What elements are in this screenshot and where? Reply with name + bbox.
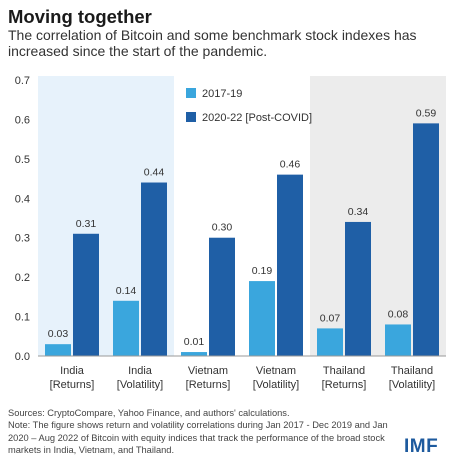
x-tick-label: India	[128, 365, 153, 377]
bar-2017-19	[181, 352, 207, 356]
bar-2017-19	[113, 300, 139, 356]
x-tick-label: Vietnam	[188, 365, 228, 377]
x-tick-label: Thailand	[391, 365, 433, 377]
imf-logo: IMF	[404, 436, 439, 457]
data-label: 0.03	[48, 328, 69, 340]
footnotes: Sources: CryptoCompare, Yahoo Finance, a…	[8, 407, 408, 457]
bar-post-covid	[413, 123, 439, 356]
x-tick-label: [Returns]	[50, 379, 95, 391]
sources-note: Sources: CryptoCompare, Yahoo Finance, a…	[8, 408, 290, 418]
data-label: 0.31	[76, 218, 97, 230]
y-tick-label: 0.7	[15, 75, 30, 87]
data-label: 0.14	[116, 285, 137, 297]
y-tick-label: 0.5	[15, 154, 30, 166]
y-tick-label: 0.2	[15, 272, 30, 284]
x-tick-label: [Volatility]	[253, 379, 299, 391]
data-label: 0.34	[348, 206, 369, 218]
data-label: 0.08	[388, 308, 409, 320]
y-tick-label: 0.4	[15, 193, 30, 205]
x-tick-label: [Volatility]	[389, 379, 435, 391]
methodology-note: Note: The figure shows return and volati…	[8, 420, 388, 456]
chart-title: Moving together	[8, 6, 152, 27]
legend-swatch	[186, 88, 196, 98]
data-label: 0.07	[320, 312, 341, 324]
x-tick-label: [Returns]	[186, 379, 231, 391]
x-tick-label: India	[60, 365, 85, 377]
data-label: 0.59	[416, 107, 437, 119]
y-tick-label: 0.3	[15, 233, 30, 245]
bar-2017-19	[317, 328, 343, 356]
data-label: 0.46	[280, 159, 301, 171]
bar-post-covid	[141, 182, 167, 356]
y-tick-label: 0.1	[15, 312, 30, 324]
x-tick-label: [Volatility]	[117, 379, 163, 391]
y-tick-label: 0.6	[15, 114, 30, 126]
chart-subtitle: The correlation of Bitcoin and some benc…	[8, 27, 417, 59]
bar-post-covid	[209, 237, 235, 356]
legend-label: 2020-22 [Post-COVID]	[202, 112, 312, 124]
legend-swatch	[186, 112, 196, 122]
bar-2017-19	[249, 281, 275, 356]
x-tick-label: [Returns]	[322, 379, 367, 391]
data-label: 0.01	[184, 336, 205, 348]
data-label: 0.19	[252, 265, 273, 277]
bar-2017-19	[385, 324, 411, 356]
data-label: 0.30	[212, 222, 233, 234]
bar-chart: 0.0 0.1 0.2 0.3 0.4 0.5 0.6 0.7 0.03 0.31 India [Re…	[15, 75, 446, 391]
x-tick-label: Vietnam	[256, 365, 296, 377]
bar-2017-19	[45, 344, 71, 356]
x-tick-label: Thailand	[323, 365, 365, 377]
bar-post-covid	[73, 233, 99, 356]
legend-label: 2017-19	[202, 88, 242, 100]
y-tick-label: 0.0	[15, 351, 30, 363]
bar-post-covid	[277, 174, 303, 356]
bar-post-covid	[345, 221, 371, 356]
data-label: 0.44	[144, 167, 165, 179]
